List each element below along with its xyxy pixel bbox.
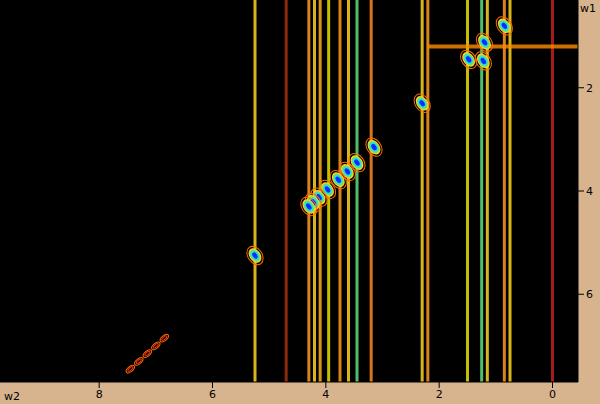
svg-text:2: 2 [436,388,443,401]
svg-text:4: 4 [586,185,593,198]
svg-text:0: 0 [549,388,556,401]
svg-text:6: 6 [209,388,216,401]
svg-text:6: 6 [586,288,593,301]
svg-text:4: 4 [322,388,329,401]
svg-text:w1: w1 [580,2,596,15]
svg-text:8: 8 [96,388,103,401]
svg-text:w2: w2 [4,390,20,403]
svg-text:2: 2 [586,82,593,95]
